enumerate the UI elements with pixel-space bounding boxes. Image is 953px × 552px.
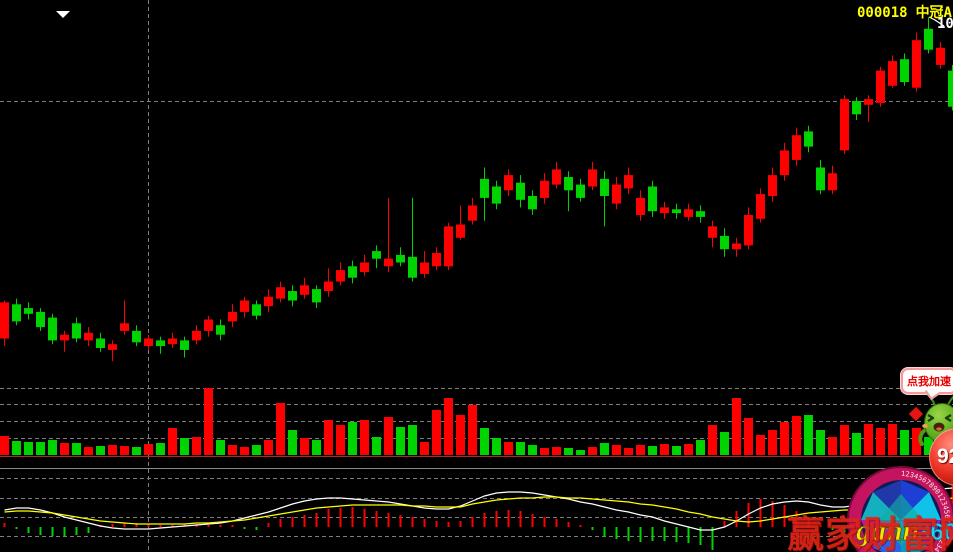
stock-title: 000018 中冠A [857,2,952,22]
logo-text-360: 360 [917,519,953,546]
logo-text-gann: gann [855,514,919,547]
stock-name: 中冠A [915,5,952,21]
logo-pinwheel [861,480,941,552]
candlestick-layer [0,17,953,362]
gann360-logo: 1234567890123456789012345678901234567890… [847,466,953,552]
price-callout-label: 10 [937,16,953,32]
stock-code: 000018 [856,5,908,21]
volume-layer [0,388,953,455]
badge-number: 92 [937,445,953,468]
mascot-eye-right [944,413,952,423]
price-callout-line [928,16,945,27]
antenna-right [947,395,953,406]
site-watermark-text: 赢家财富网 [787,512,953,552]
macd-dea-line [4,496,953,525]
macd-dif-line [4,487,953,531]
mascot-cheek [922,424,928,428]
mascot-eye-left [927,413,935,423]
mascot-tongue [936,427,942,431]
down-triangle-marker [56,11,70,18]
mascot-arm [918,428,927,446]
promo-bubble-button[interactable]: 点我加速 [901,368,953,394]
